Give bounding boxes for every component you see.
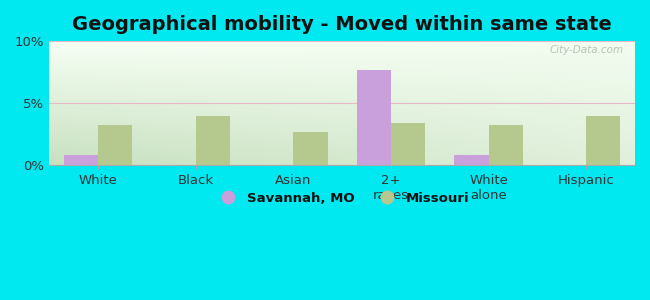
- Bar: [98, 125, 133, 165]
- Bar: [196, 116, 230, 165]
- Bar: [357, 70, 391, 165]
- Text: City-Data.com: City-Data.com: [549, 45, 623, 55]
- Bar: [454, 155, 489, 165]
- Legend: Savannah, MO, Missouri: Savannah, MO, Missouri: [210, 186, 474, 210]
- Bar: [586, 116, 620, 165]
- Bar: [489, 125, 523, 165]
- Bar: [293, 133, 328, 165]
- Bar: [391, 123, 425, 165]
- Title: Geographical mobility - Moved within same state: Geographical mobility - Moved within sam…: [72, 15, 612, 34]
- Bar: [64, 155, 98, 165]
